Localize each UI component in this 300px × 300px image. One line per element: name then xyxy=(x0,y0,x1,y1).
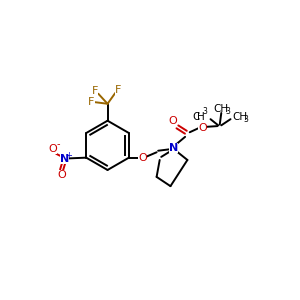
Text: F: F xyxy=(92,86,98,96)
Text: 3: 3 xyxy=(203,107,208,116)
Text: CH: CH xyxy=(214,104,229,114)
Text: 3: 3 xyxy=(244,115,248,124)
Text: O: O xyxy=(168,116,177,127)
Text: N: N xyxy=(60,154,69,164)
Text: O: O xyxy=(49,144,58,154)
Text: O: O xyxy=(57,170,66,180)
Text: 3: 3 xyxy=(225,107,230,116)
Text: +: + xyxy=(65,151,72,160)
Text: F: F xyxy=(115,85,122,95)
Text: N: N xyxy=(169,143,178,153)
Text: CH: CH xyxy=(232,112,247,122)
Text: O: O xyxy=(138,153,147,164)
Text: F: F xyxy=(88,97,94,107)
Text: -: - xyxy=(57,140,60,150)
Text: C: C xyxy=(192,112,200,122)
Text: H: H xyxy=(197,112,205,122)
Text: O: O xyxy=(198,123,207,133)
